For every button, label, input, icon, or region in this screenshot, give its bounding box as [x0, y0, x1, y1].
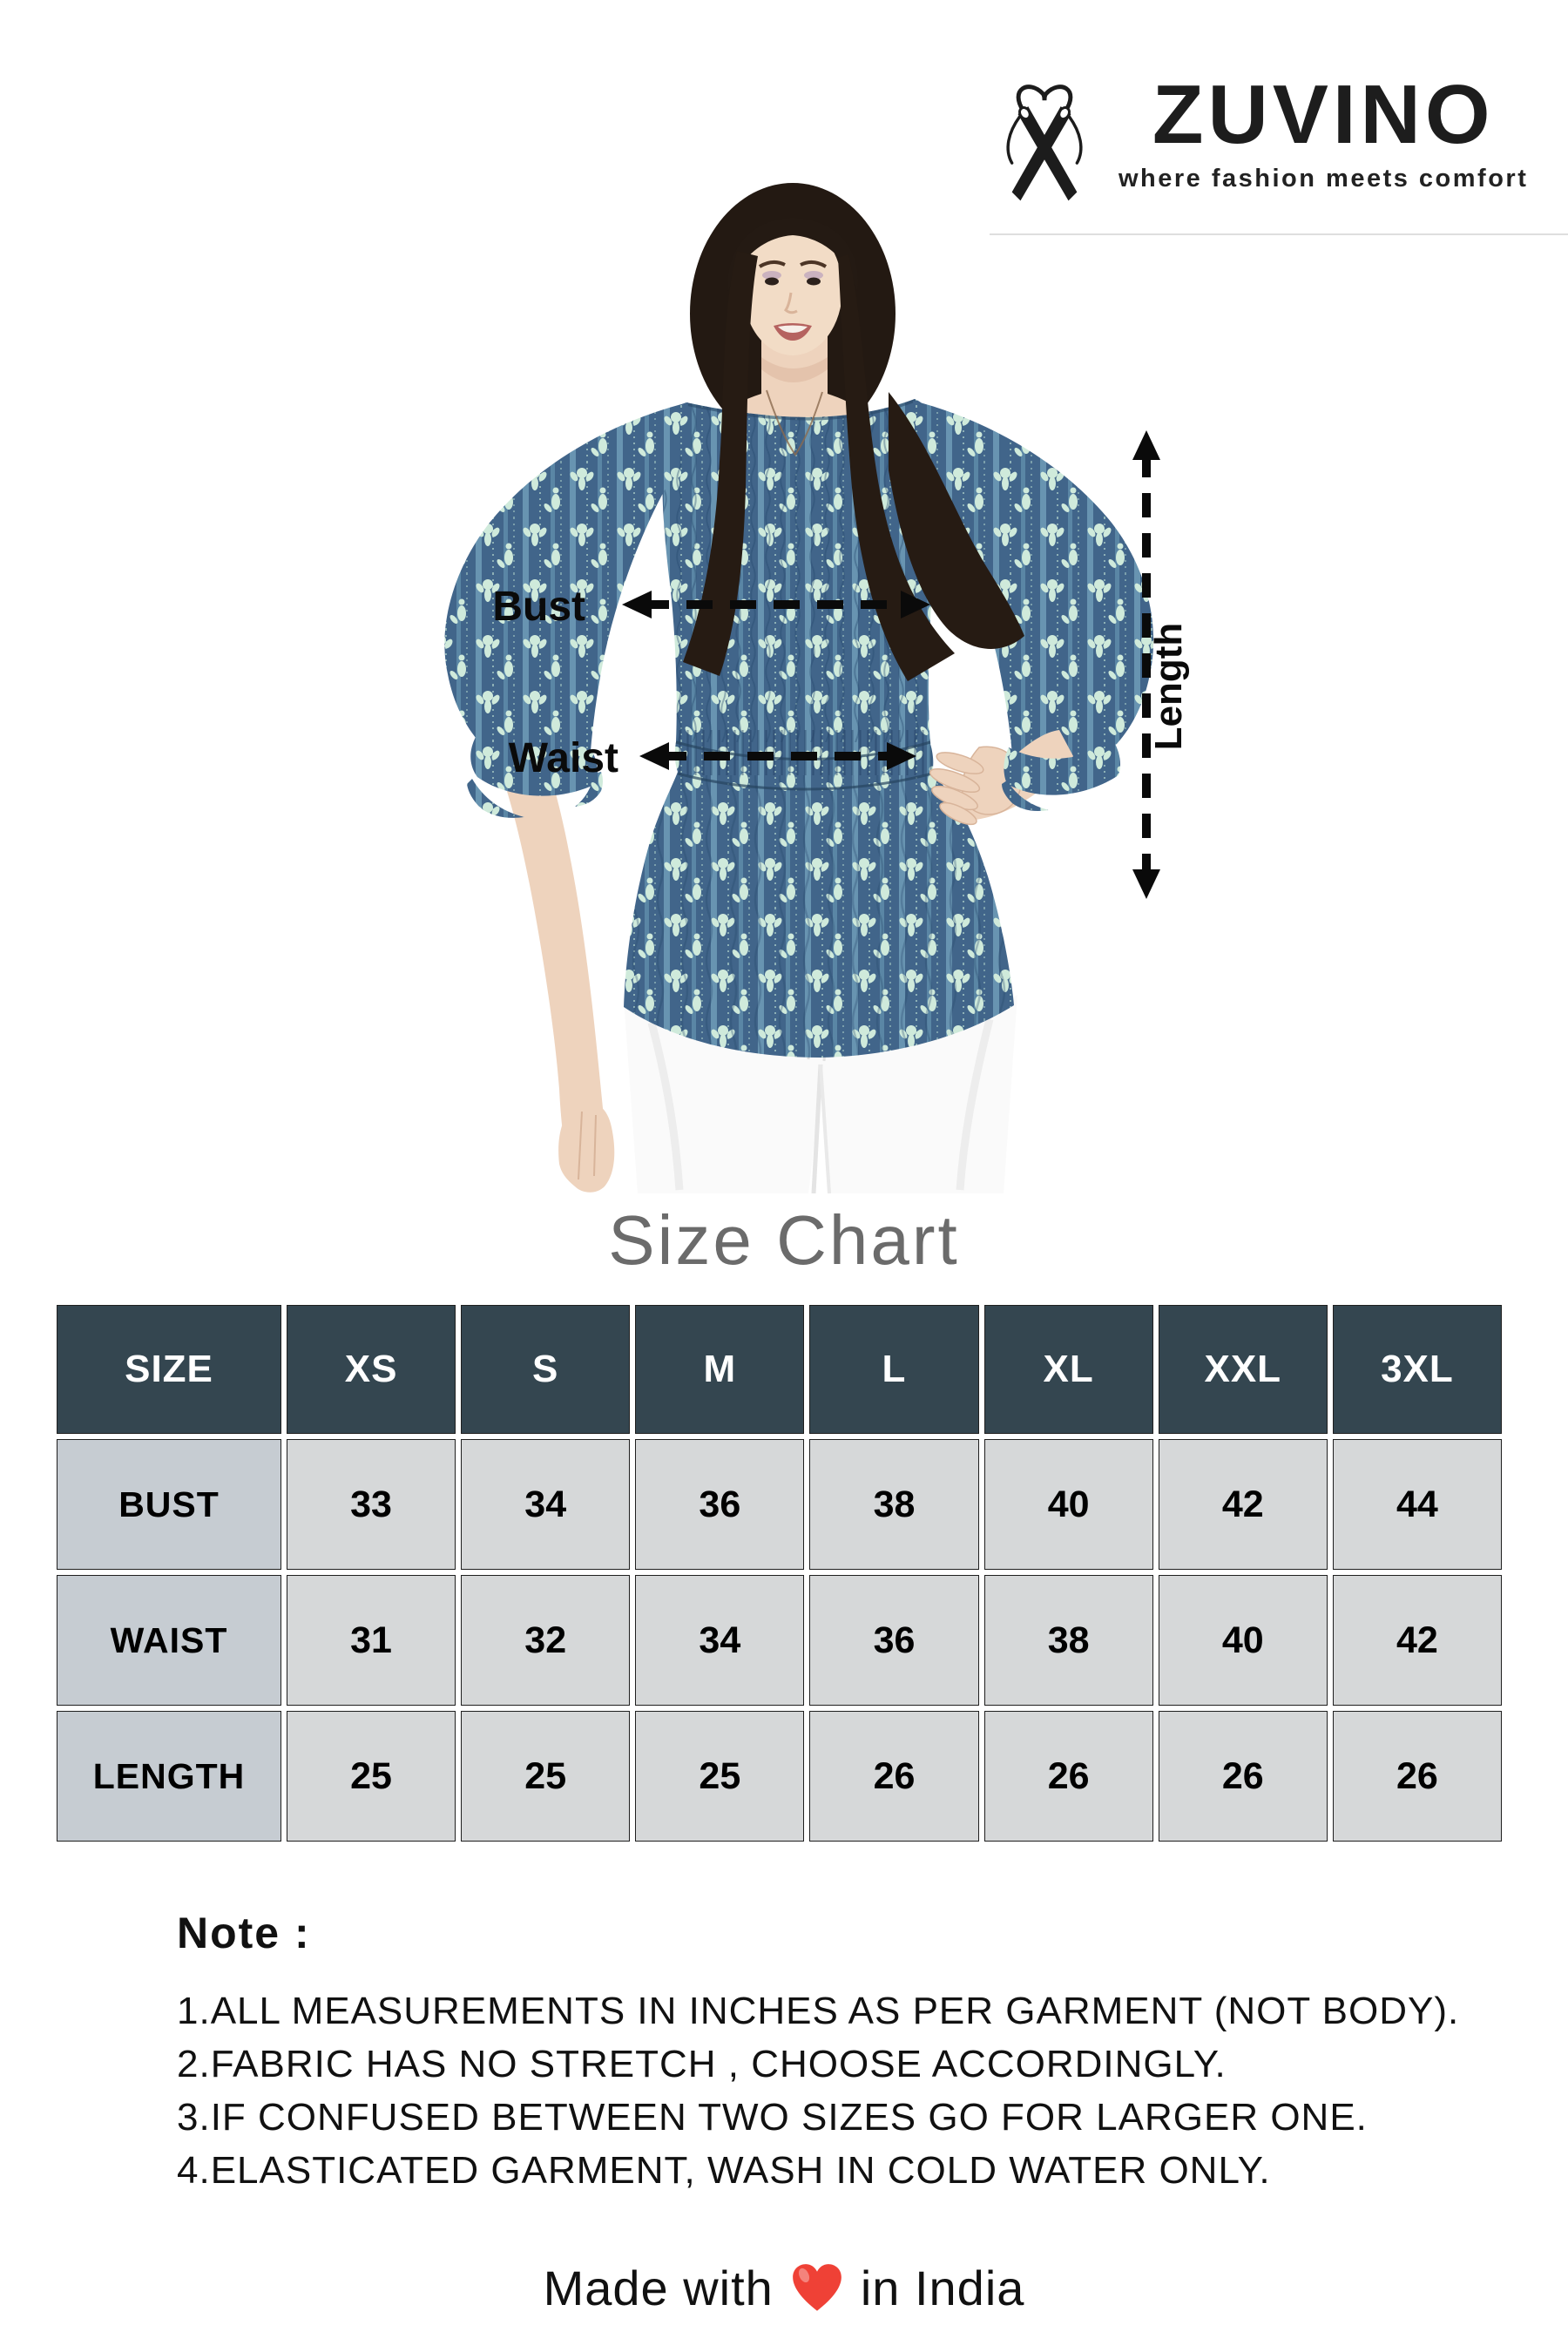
face — [727, 218, 859, 355]
hair-front-strands — [683, 251, 1024, 681]
row-label-waist: WAIST — [57, 1575, 281, 1706]
neck-shadow — [761, 357, 828, 382]
bust-arrow — [622, 591, 930, 618]
brand-tagline: where fashion meets comfort — [1119, 164, 1529, 193]
length-row: LENGTH 25 25 25 26 26 26 26 — [57, 1711, 1502, 1842]
brand-name: ZUVINO — [1152, 68, 1495, 161]
value-cell: 31 — [287, 1575, 456, 1706]
value-cell: 26 — [983, 1711, 1153, 1842]
logo-divider-line — [990, 233, 1568, 235]
header-cell-m: M — [635, 1305, 805, 1434]
measurement-diagram: Bust Waist Length — [444, 183, 1190, 1193]
waist-row: WAIST 31 32 34 36 38 40 42 — [57, 1575, 1502, 1706]
note-section: Note : 1.ALL MEASUREMENTS IN INCHES AS P… — [177, 1908, 1459, 2197]
puff-sleeve-left — [444, 402, 688, 760]
header-cell-l: L — [809, 1305, 979, 1434]
bust-label: Bust — [492, 584, 585, 630]
value-cell: 36 — [635, 1439, 805, 1570]
puff-sleeve-right — [913, 401, 1154, 762]
value-cell: 38 — [809, 1439, 979, 1570]
front-hairline — [727, 218, 859, 291]
sleeve-cuffs — [467, 737, 1120, 818]
header-cell-size: SIZE — [57, 1305, 281, 1434]
length-label: Length — [1147, 623, 1190, 751]
value-cell: 34 — [635, 1575, 805, 1706]
value-cell: 26 — [1332, 1711, 1502, 1842]
header-cell-s: S — [461, 1305, 631, 1434]
measurement-annotations: Bust Waist Length — [492, 430, 1190, 899]
header-cell-xxl: XXL — [1158, 1305, 1328, 1434]
value-cell: 40 — [983, 1439, 1153, 1570]
size-chart-table: SIZE XS S M L XL XXL 3XL BUST 33 34 36 3… — [51, 1300, 1507, 1847]
length-arrow — [1132, 430, 1160, 899]
note-item: 1.ALL MEASUREMENTS IN INCHES AS PER GARM… — [177, 1990, 1460, 2032]
header-row: SIZE XS S M L XL XXL 3XL — [57, 1305, 1502, 1434]
value-cell: 38 — [983, 1575, 1153, 1706]
waist-label: Waist — [509, 735, 618, 781]
waist-arrow — [639, 742, 916, 770]
crossed-needles-heart-icon — [1006, 84, 1083, 201]
row-label-length: LENGTH — [57, 1711, 281, 1842]
bust-row: BUST 33 34 36 38 40 42 44 — [57, 1439, 1502, 1570]
value-cell: 44 — [1332, 1439, 1502, 1570]
note-item: 3.IF CONFUSED BETWEEN TWO SIZES GO FOR L… — [177, 2096, 1368, 2139]
row-label-bust: BUST — [57, 1439, 281, 1570]
made-with-text: Made with — [543, 2261, 774, 2315]
header-cell-xs: XS — [287, 1305, 456, 1434]
necklace — [766, 389, 823, 456]
value-cell: 26 — [809, 1711, 979, 1842]
header-cell-xl: XL — [983, 1305, 1153, 1434]
model-photo: Bust Waist Length — [331, 183, 1237, 1193]
left-forearm — [502, 775, 608, 1173]
in-india-text: in India — [860, 2261, 1025, 2315]
red-heart-icon — [792, 2263, 841, 2311]
value-cell: 25 — [635, 1711, 805, 1842]
value-cell: 36 — [809, 1575, 979, 1706]
left-hand — [558, 1102, 615, 1193]
brand-logo: ZUVINO where fashion meets comfort — [993, 68, 1526, 206]
note-item: 4.ELASTICATED GARMENT, WASH IN COLD WATE… — [177, 2149, 1271, 2192]
value-cell: 32 — [461, 1575, 631, 1706]
value-cell: 33 — [287, 1439, 456, 1570]
note-heading: Note : — [177, 1909, 311, 1957]
value-cell: 34 — [461, 1439, 631, 1570]
value-cell: 40 — [1158, 1575, 1328, 1706]
value-cell: 42 — [1158, 1439, 1328, 1570]
footer: Made with in India — [0, 2260, 1568, 2316]
header-cell-3xl: 3XL — [1332, 1305, 1502, 1434]
model-figure: Bust Waist Length — [444, 183, 1190, 1193]
value-cell: 42 — [1332, 1575, 1502, 1706]
value-cell: 25 — [287, 1711, 456, 1842]
note-item: 2.FABRIC HAS NO STRETCH , CHOOSE ACCORDI… — [177, 2043, 1227, 2085]
value-cell: 25 — [461, 1711, 631, 1842]
value-cell: 26 — [1158, 1711, 1328, 1842]
size-chart-title: Size Chart — [608, 1201, 960, 1279]
